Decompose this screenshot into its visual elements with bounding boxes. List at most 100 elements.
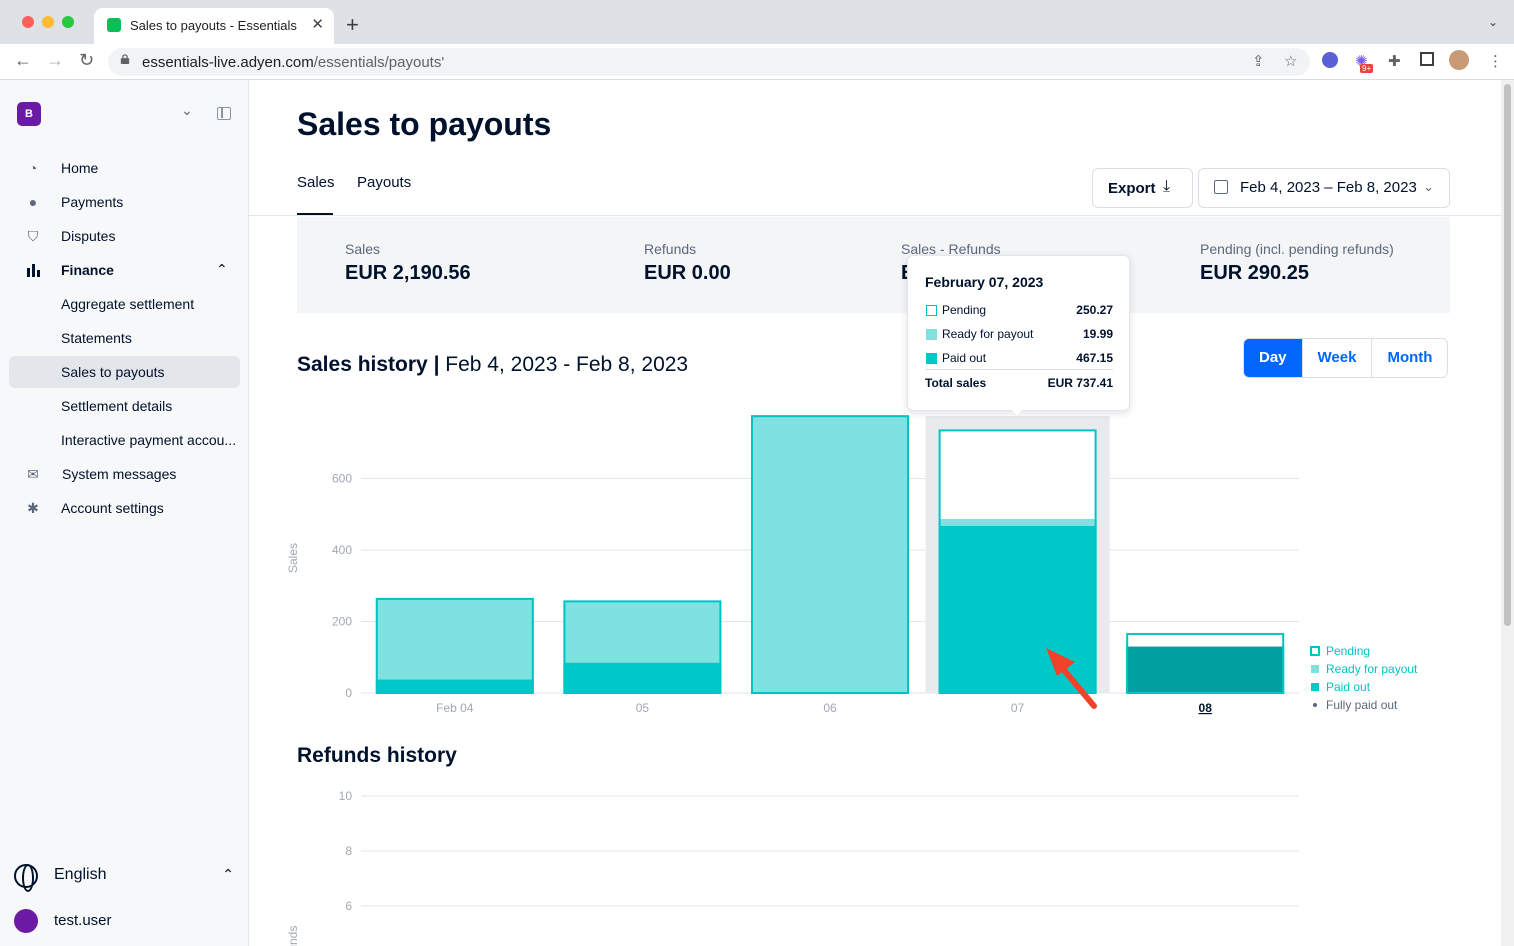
week-button[interactable]: Week	[1301, 339, 1372, 377]
bar-ready-for-payout	[751, 415, 909, 693]
mail-icon: ✉	[27, 466, 39, 482]
sidebar-item-label: Settlement details	[61, 398, 173, 414]
sidebar-item-account-settings[interactable]: ✱ Account settings	[9, 492, 240, 524]
share-icon[interactable]: ⇪	[1252, 53, 1265, 70]
sidebar-item-settlement-details[interactable]: Settlement details	[9, 390, 240, 422]
lock-icon	[120, 54, 130, 64]
bar-fully-paid	[1126, 646, 1285, 693]
user-menu[interactable]: test.user	[14, 909, 234, 935]
sidebar-item-label: System messages	[62, 466, 177, 482]
y-tick-label: 200	[332, 615, 352, 629]
paid-swatch	[926, 353, 937, 364]
sidebar-item-system-messages[interactable]: ✉ System messages	[9, 458, 240, 490]
calendar-icon	[1214, 180, 1228, 194]
date-range-picker[interactable]: Feb 4, 2023 – Feb 8, 2023 ⌄	[1198, 168, 1450, 208]
tabs-divider	[249, 215, 1501, 216]
summary-panel: Sales EUR 2,190.56 Refunds EUR 0.00 Sale…	[297, 217, 1450, 313]
bookmark-star-icon[interactable]: ☆	[1284, 53, 1298, 70]
browser-toolbar: ← → ↻ essentials-live.adyen.com/essentia…	[0, 44, 1514, 80]
bar-outline	[938, 429, 1097, 694]
account-switcher-chevron-icon[interactable]: ⌄	[181, 102, 193, 118]
collapse-sidebar-icon[interactable]	[217, 107, 231, 120]
sidebar-item-label: Interactive payment accou...	[61, 432, 237, 448]
month-button[interactable]: Month	[1371, 339, 1447, 377]
sidebar-item-interactive-payment-accounting[interactable]: Interactive payment accou...	[9, 424, 240, 456]
tooltip-row-pending: Pending 250.27	[925, 302, 1113, 320]
sidebar-item-disputes[interactable]: ⛉ Disputes	[9, 220, 240, 252]
x-tick-label: 05	[636, 701, 650, 715]
sidebar-item-statements[interactable]: Statements	[9, 322, 240, 354]
summary-value: EUR 290.25	[1200, 262, 1309, 284]
legend-swatch	[1310, 646, 1320, 656]
close-window-button[interactable]	[22, 16, 34, 28]
zoom-window-button[interactable]	[62, 16, 74, 28]
reload-icon[interactable]: ↻	[79, 50, 95, 70]
tooltip-total-value: EUR 737.41	[1047, 376, 1113, 390]
sidebar-item-finance[interactable]: Finance ⌃	[9, 254, 240, 286]
legend-swatch	[1311, 683, 1319, 691]
active-tab-indicator	[297, 213, 333, 216]
x-tick-label: 07	[1011, 701, 1025, 715]
summary-label: Pending (incl. pending refunds)	[1200, 241, 1394, 257]
chart-tooltip: February 07, 2023 Pending 250.27 Ready f…	[907, 255, 1130, 418]
sidebar-item-sales-to-payouts[interactable]: Sales to payouts	[9, 356, 240, 388]
sidebar-item-label: Statements	[61, 330, 132, 346]
scrollbar-thumb[interactable]	[1504, 84, 1511, 626]
tab-search-chevron-icon[interactable]: ⌄	[1487, 15, 1498, 29]
y-tick-label: 0	[345, 686, 352, 700]
side-panel-icon[interactable]	[1420, 52, 1434, 66]
address-bar[interactable]: essentials-live.adyen.com/essentials/pay…	[108, 48, 1310, 76]
sidebar-item-home[interactable]: ◔ Home	[9, 152, 240, 184]
download-icon: ⤓	[1163, 178, 1171, 195]
payments-icon: ●	[28, 194, 38, 210]
page-scrollbar[interactable]	[1501, 80, 1514, 946]
y-tick-label: 400	[332, 543, 352, 557]
extension-compass-icon[interactable]	[1322, 52, 1338, 68]
back-icon[interactable]: ←	[14, 50, 32, 70]
sidebar-item-aggregate-settlement[interactable]: Aggregate settlement	[9, 288, 240, 320]
bar-outline	[563, 600, 722, 694]
tab-sales[interactable]: Sales	[297, 174, 335, 191]
bar-paid-out	[375, 679, 534, 693]
account-badge[interactable]: B	[17, 102, 41, 126]
legend-label: Paid out	[1326, 680, 1371, 694]
minimize-window-button[interactable]	[42, 16, 54, 28]
y-tick-label: 8	[345, 844, 352, 858]
bar-ready-for-payout	[375, 597, 534, 680]
home-icon: ◔	[28, 160, 38, 176]
sidebar-item-payments[interactable]: ● Payments	[9, 186, 240, 218]
extensions-puzzle-icon[interactable]: ✚	[1388, 53, 1401, 70]
bar-pending	[938, 429, 1097, 519]
granularity-toggle: Day Week Month	[1243, 338, 1449, 378]
bar-paid-out	[938, 525, 1097, 693]
new-tab-icon[interactable]: +	[346, 12, 359, 37]
sales-history-chart: 0 200 400 600 Sales Feb 04 05 06 07 08 Pending Read…	[286, 415, 1418, 946]
tooltip-label: Pending	[942, 303, 987, 317]
x-tick-label: Feb 04	[436, 701, 474, 715]
browser-chrome: Sales to payouts - Essentials ✕ + ⌄ ← → …	[0, 0, 1514, 80]
legend-label: Ready for payout	[1326, 662, 1418, 676]
language-selector[interactable]: English ⌃	[14, 862, 234, 892]
user-name: test.user	[54, 912, 112, 929]
legend-label: Fully paid out	[1326, 698, 1398, 712]
sidebar-item-label: Sales to payouts	[61, 364, 165, 380]
x-tick-label: 06	[823, 701, 837, 715]
y-tick-label: 600	[332, 472, 352, 486]
sidebar-item-label: Aggregate settlement	[61, 296, 195, 312]
day-button[interactable]: Day	[1244, 339, 1302, 377]
gear-icon: ✱	[27, 500, 39, 516]
tooltip-divider	[925, 369, 1113, 370]
summary-label: Refunds	[644, 241, 697, 257]
browser-menu-icon[interactable]: ⋮	[1488, 53, 1503, 70]
pending-swatch	[926, 305, 937, 316]
tab-close-icon[interactable]: ✕	[311, 16, 324, 33]
export-button[interactable]: Export ⤓	[1092, 168, 1193, 208]
forward-icon[interactable]: →	[46, 50, 64, 70]
tooltip-value: 250.27	[1076, 303, 1113, 317]
profile-avatar-icon[interactable]	[1449, 50, 1469, 70]
y-tick-label: 10	[339, 789, 353, 803]
browser-tab[interactable]: Sales to payouts - Essentials ✕	[94, 8, 334, 44]
chevron-up-icon: ⌃	[222, 866, 234, 882]
summary-pending: Pending (incl. pending refunds) EUR 290.…	[1200, 241, 1394, 285]
tab-payouts[interactable]: Payouts	[357, 174, 412, 191]
